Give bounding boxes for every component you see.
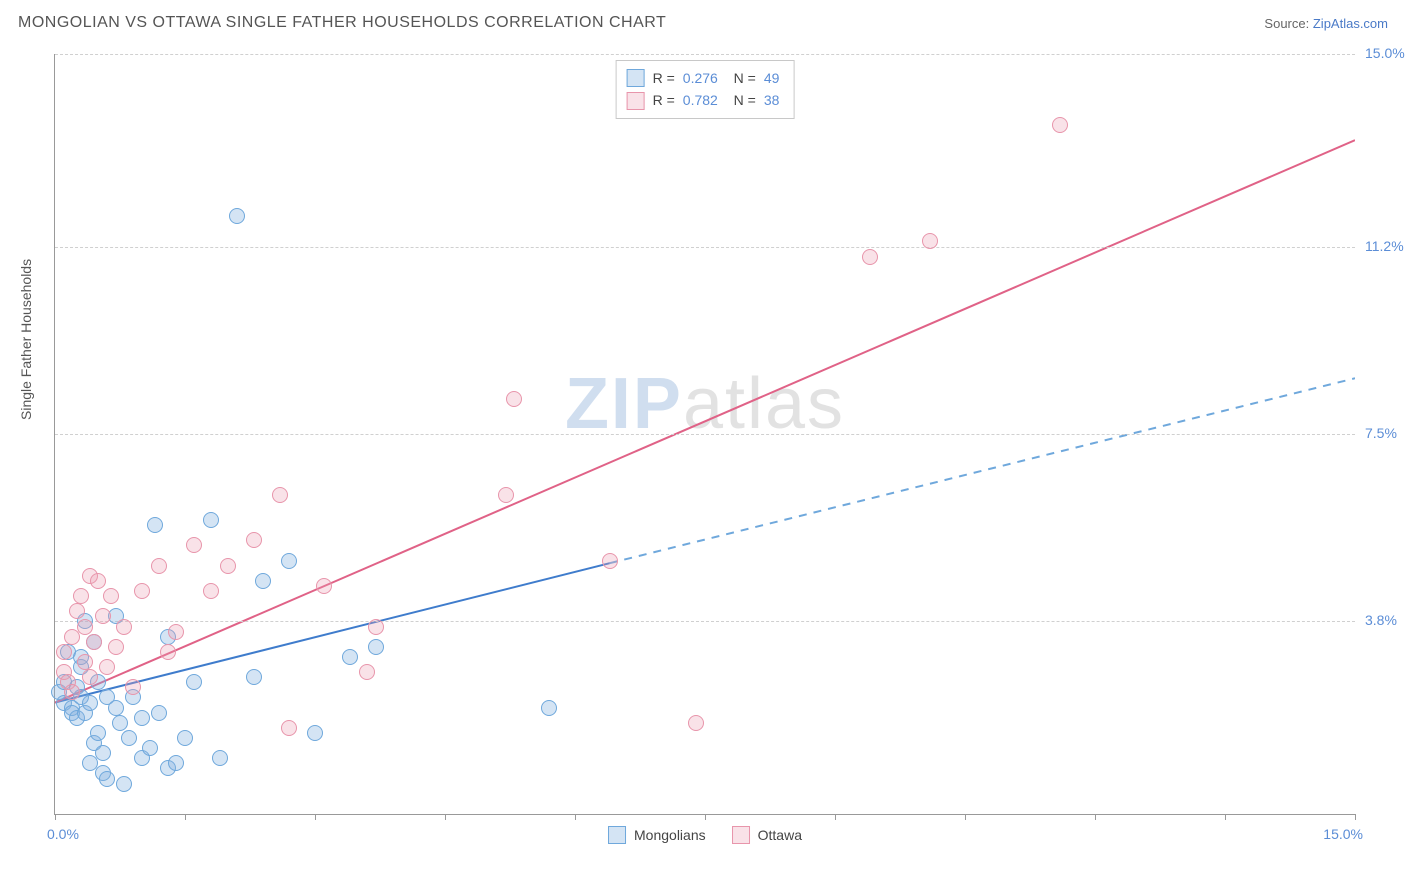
correlation-stats-box: R = 0.276 N = 49 R = 0.782 N = 38 [616,60,795,119]
y-tick-label: 15.0% [1365,45,1406,61]
gridline [55,621,1355,622]
scatter-point [307,725,323,741]
swatch-blue-icon [608,826,626,844]
x-tick [315,814,316,820]
scatter-point [368,639,384,655]
x-tick [965,814,966,820]
x-axis-min-label: 0.0% [47,826,79,842]
scatter-point [229,208,245,224]
scatter-chart: ZIPatlas R = 0.276 N = 49 R = 0.782 N = … [54,54,1355,815]
y-axis-label: Single Father Households [18,259,34,420]
scatter-point [177,730,193,746]
x-tick [55,814,56,820]
scatter-point [203,512,219,528]
y-tick-label: 11.2% [1365,238,1406,254]
scatter-point [116,619,132,635]
scatter-point [69,603,85,619]
scatter-point [246,669,262,685]
scatter-point [108,639,124,655]
swatch-pink-icon [627,92,645,110]
scatter-point [142,740,158,756]
scatter-point [134,583,150,599]
scatter-point [602,553,618,569]
scatter-point [56,644,72,660]
scatter-point [151,705,167,721]
scatter-point [922,233,938,249]
scatter-point [99,771,115,787]
scatter-point [95,608,111,624]
scatter-point [212,750,228,766]
x-tick [1355,814,1356,820]
scatter-point [125,679,141,695]
scatter-point [281,553,297,569]
scatter-point [498,487,514,503]
scatter-point [281,720,297,736]
scatter-point [90,573,106,589]
scatter-point [77,654,93,670]
legend-item-ottawa: Ottawa [732,826,802,844]
scatter-point [1052,117,1068,133]
scatter-point [220,558,236,574]
x-tick [575,814,576,820]
legend-item-mongolians: Mongolians [608,826,706,844]
scatter-point [246,532,262,548]
swatch-pink-icon [732,826,750,844]
x-axis-max-label: 15.0% [1323,826,1363,842]
scatter-point [77,619,93,635]
scatter-point [134,710,150,726]
scatter-point [90,725,106,741]
scatter-point [186,537,202,553]
stat-row-mongolians: R = 0.276 N = 49 [627,67,780,89]
scatter-point [342,649,358,665]
source-link[interactable]: ZipAtlas.com [1313,16,1388,31]
watermark: ZIPatlas [565,363,845,445]
scatter-point [506,391,522,407]
gridline [55,247,1355,248]
trend-line [55,140,1355,702]
scatter-point [116,776,132,792]
x-tick [705,814,706,820]
scatter-point [203,583,219,599]
y-tick-label: 7.5% [1365,425,1406,441]
scatter-point [99,659,115,675]
y-tick-label: 3.8% [1365,612,1406,628]
scatter-point [368,619,384,635]
scatter-point [168,755,184,771]
scatter-point [108,700,124,716]
x-tick [445,814,446,820]
x-tick [835,814,836,820]
scatter-point [151,558,167,574]
swatch-blue-icon [627,69,645,87]
scatter-point [103,588,119,604]
scatter-point [272,487,288,503]
scatter-point [688,715,704,731]
stat-row-ottawa: R = 0.782 N = 38 [627,89,780,111]
scatter-point [95,745,111,761]
scatter-point [121,730,137,746]
scatter-point [359,664,375,680]
scatter-point [160,644,176,660]
scatter-point [186,674,202,690]
scatter-point [82,669,98,685]
scatter-point [64,684,80,700]
x-tick [1095,814,1096,820]
x-tick [1225,814,1226,820]
source-attribution: Source: ZipAtlas.com [1264,16,1388,31]
scatter-point [73,588,89,604]
gridline [55,54,1355,55]
scatter-point [862,249,878,265]
gridline [55,434,1355,435]
x-tick [185,814,186,820]
scatter-point [82,695,98,711]
chart-title: MONGOLIAN VS OTTAWA SINGLE FATHER HOUSEH… [18,14,666,31]
scatter-point [316,578,332,594]
scatter-point [255,573,271,589]
scatter-point [168,624,184,640]
scatter-point [147,517,163,533]
legend: Mongolians Ottawa [608,826,802,844]
trend-line [610,378,1355,563]
scatter-point [541,700,557,716]
scatter-point [112,715,128,731]
scatter-point [86,634,102,650]
